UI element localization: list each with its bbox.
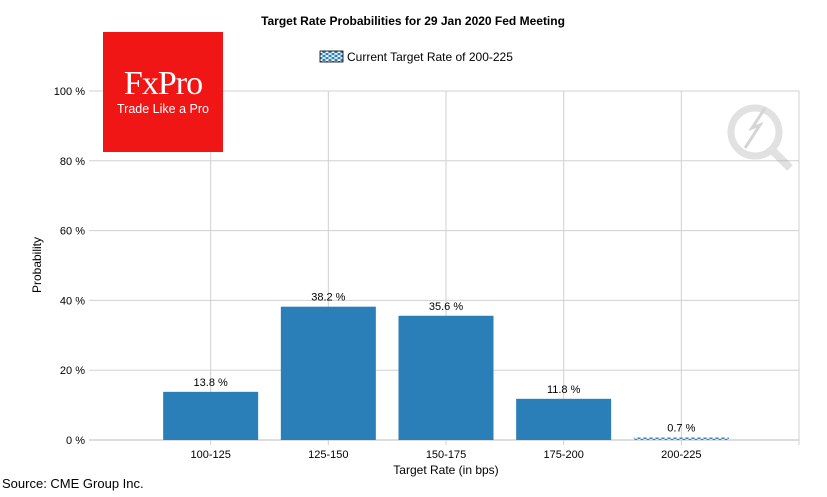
- legend-label: Current Target Rate of 200-225: [347, 50, 513, 64]
- legend-swatch: [319, 50, 344, 63]
- bar-175-200: [516, 398, 612, 440]
- data-label: 11.8 %: [547, 384, 581, 396]
- y-tick-label: 40 %: [60, 295, 85, 307]
- y-axis-label: Probability: [30, 237, 44, 293]
- x-tick-label: 100-125: [190, 449, 230, 461]
- bar-125-150: [280, 306, 376, 440]
- chart-title: Target Rate Probabilities for 29 Jan 202…: [261, 14, 565, 28]
- fxpro-logo: FxPro Trade Like a Pro: [103, 32, 223, 152]
- data-label: 13.8 %: [194, 377, 228, 389]
- x-tick-label: 175-200: [543, 449, 583, 461]
- bar-150-175: [398, 315, 494, 440]
- x-tick-label: 200-225: [661, 449, 701, 461]
- y-tick-label: 20 %: [60, 365, 85, 377]
- data-label: 35.6 %: [429, 301, 463, 313]
- y-tick-label: 100 %: [54, 86, 85, 98]
- source-note: Source: CME Group Inc.: [2, 476, 144, 491]
- bar-200-225: [633, 437, 729, 440]
- watermark-icon: [727, 104, 793, 171]
- logo-brand: FxPro: [123, 65, 203, 102]
- y-tick-label: 0 %: [66, 435, 85, 447]
- logo-tagline: Trade Like a Pro: [117, 102, 209, 116]
- data-label: 38.2 %: [311, 292, 345, 304]
- data-label: 0.7 %: [667, 423, 695, 435]
- x-tick-label: 125-150: [308, 449, 348, 461]
- x-axis-label: Target Rate (in bps): [393, 463, 498, 477]
- x-tick-label: 150-175: [426, 449, 466, 461]
- y-tick-label: 60 %: [60, 226, 85, 238]
- y-tick-label: 80 %: [60, 156, 85, 168]
- bar-100-125: [163, 391, 259, 440]
